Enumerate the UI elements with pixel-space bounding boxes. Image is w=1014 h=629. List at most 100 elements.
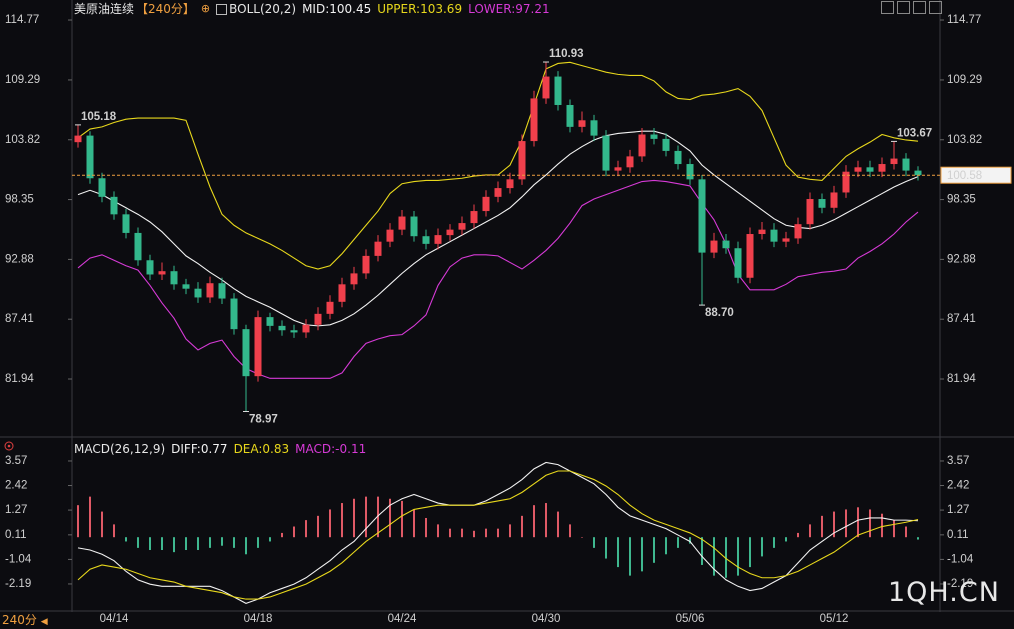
macd-bar: [365, 496, 367, 538]
macd-bar: [125, 537, 127, 542]
candle-body: [194, 288, 202, 298]
y-tick-label: 1.27: [5, 504, 27, 516]
tab-arrow: ◀: [40, 617, 48, 627]
macd-bar: [917, 537, 919, 540]
macd-bar: [437, 524, 439, 538]
period-label[interactable]: 【240分】: [136, 2, 195, 16]
period-tab[interactable]: 240分 ◀: [2, 611, 48, 628]
tool-button[interactable]: [881, 1, 894, 14]
macd-bar: [77, 505, 79, 538]
settings-icon[interactable]: [4, 441, 14, 451]
candle-body: [818, 199, 826, 208]
macd-bar: [617, 537, 619, 568]
last-price-label: 100.58: [947, 170, 982, 182]
y-tick-label: -2.19: [947, 578, 973, 590]
y-tick-label: 2.42: [947, 480, 969, 492]
tool-button[interactable]: [913, 1, 926, 14]
macd-bar: [377, 496, 379, 538]
macd-bar: [509, 524, 511, 538]
macd-bar: [425, 517, 427, 538]
macd-bar: [641, 537, 643, 572]
candle-body: [338, 284, 346, 302]
y-tick-label: 3.57: [5, 455, 27, 467]
y-tick-label: 103.82: [5, 134, 40, 146]
macd-bar: [185, 537, 187, 551]
candle-body: [782, 238, 790, 242]
candle-body: [722, 240, 730, 249]
instrument-title: 美原油连续: [74, 2, 135, 16]
macd-bar: [257, 537, 259, 548]
candle-body: [602, 135, 610, 171]
candle-body: [290, 330, 298, 333]
macd-bar: [137, 537, 139, 548]
y-tick-label: 103.82: [947, 134, 982, 146]
extreme-label: 88.70: [705, 307, 734, 319]
macd-bar: [329, 509, 331, 538]
toolbar: [881, 1, 942, 14]
candle-body: [122, 214, 130, 233]
macd-bar: [521, 515, 523, 538]
indicator-label: BOLL(20,2): [229, 2, 297, 16]
macd-bar: [725, 537, 727, 578]
extreme-label: 103.67: [897, 127, 932, 139]
band-line: [77, 61, 919, 270]
macd-bar: [713, 537, 715, 576]
candle-body: [494, 188, 502, 197]
macd-header: MACD(26,12,9) DIFF:0.77 DEA:0.83 MACD:-0…: [74, 441, 366, 457]
y-tick-label: -1.04: [5, 553, 32, 565]
y-tick-label: 87.41: [947, 313, 976, 325]
macd-bar: [317, 515, 319, 538]
x-tick-label: 04/30: [532, 613, 561, 625]
tool-button[interactable]: [897, 1, 910, 14]
candle-body: [566, 104, 574, 127]
band-line: [77, 130, 919, 327]
macd-bar: [605, 537, 607, 559]
macd-bar: [785, 537, 787, 542]
candle-body: [278, 325, 286, 331]
indicator-label: MACD(26,12,9): [74, 442, 166, 456]
candle-body: [914, 170, 922, 176]
y-tick-label: 0.11: [5, 529, 27, 541]
macd-bar: [593, 537, 595, 548]
tool-button[interactable]: [929, 1, 942, 14]
y-tick-label: 109.29: [947, 74, 982, 86]
y-tick-label: 109.29: [5, 74, 40, 86]
candle-body: [902, 158, 910, 171]
y-tick-label: 87.41: [5, 313, 34, 325]
macd-bar: [893, 520, 895, 538]
candle-body: [590, 120, 598, 136]
macd-bar: [845, 509, 847, 538]
macd-bar: [89, 496, 91, 538]
candle-body: [458, 223, 466, 230]
candle-body: [410, 216, 418, 237]
indicator-icon[interactable]: [216, 3, 228, 15]
macd-bar: [269, 537, 271, 542]
candle-body: [182, 284, 190, 289]
macd-bar: [629, 537, 631, 576]
macd-bar: [161, 537, 163, 551]
series-label: MACD:-0.11: [295, 442, 367, 456]
y-tick-label: 3.57: [947, 455, 969, 467]
candle-body: [530, 98, 538, 142]
macd-bar: [737, 537, 739, 576]
macd-bar: [149, 537, 151, 551]
extreme-label: 105.18: [81, 111, 117, 123]
candle-body: [110, 196, 118, 215]
y-tick-label: 92.88: [947, 253, 976, 265]
macd-bar: [761, 537, 763, 557]
candle-body: [710, 240, 718, 253]
extreme-label: 110.93: [549, 48, 584, 60]
add-icon[interactable]: ⊕: [200, 2, 211, 15]
settings-icon-dot: [7, 444, 11, 448]
series-label: MID:100.45: [302, 2, 372, 16]
y-tick-label: 81.94: [5, 373, 34, 385]
macd-line: [77, 470, 919, 600]
macd-bar: [809, 524, 811, 538]
period-tab-label[interactable]: 240分: [2, 613, 37, 627]
candle-body: [362, 255, 370, 274]
macd-line: [77, 461, 919, 604]
last-price-box: [940, 166, 1012, 184]
candle-body: [518, 141, 526, 180]
